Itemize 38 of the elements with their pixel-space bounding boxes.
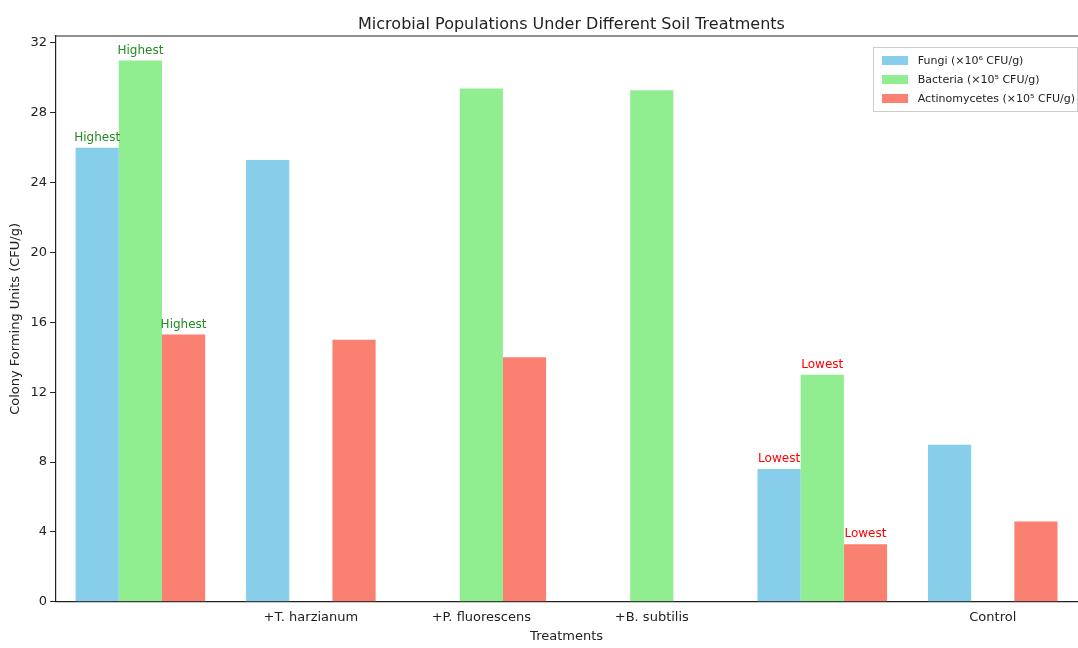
y-tick-label: 24 <box>30 174 48 190</box>
x-tick-label: +P. fluorescens <box>431 608 532 624</box>
bar <box>757 469 801 602</box>
legend-label: Actinomycetes (×10⁵ CFU/g) <box>917 92 1075 105</box>
bar <box>800 374 844 602</box>
y-axis-title: Colony Forming Units (CFU/g) <box>7 222 23 415</box>
bar <box>332 339 376 602</box>
y-tick-label: 16 <box>30 313 48 329</box>
y-tick-label: 32 <box>30 34 48 50</box>
y-tick-label: 4 <box>38 523 48 539</box>
bar <box>246 159 290 602</box>
data-label: Lowest <box>844 526 887 541</box>
bar <box>75 147 119 602</box>
y-tick-label: 28 <box>30 104 48 120</box>
x-axis-title: Treatments <box>529 627 604 643</box>
y-tick-label: 20 <box>30 243 48 259</box>
data-label: Highest <box>117 42 164 57</box>
legend-label: Fungi (×10⁶ CFU/g) <box>917 54 1024 67</box>
bar <box>843 544 888 602</box>
legend-label: Bacteria (×10⁵ CFU/g) <box>917 73 1040 86</box>
data-label: Highest <box>160 316 207 331</box>
data-label: Lowest <box>758 451 801 466</box>
x-tick-label: Control <box>969 608 1017 624</box>
bar <box>630 90 674 602</box>
bar <box>459 88 503 602</box>
data-label: Lowest <box>801 356 844 371</box>
bar <box>161 334 206 602</box>
bar <box>502 357 547 602</box>
bar <box>927 444 972 602</box>
y-tick-label: 12 <box>30 383 48 399</box>
chart-title: Microbial Populations Under Different Soil Treatments <box>357 14 786 33</box>
bar <box>118 60 162 602</box>
x-tick-label: +T. harzianum <box>263 608 359 624</box>
bar <box>1014 521 1058 602</box>
y-tick-label: 8 <box>38 453 48 469</box>
data-label: Highest <box>74 129 121 144</box>
x-tick-label: +B. subtilis <box>614 608 690 624</box>
y-tick-label: 0 <box>38 593 48 609</box>
